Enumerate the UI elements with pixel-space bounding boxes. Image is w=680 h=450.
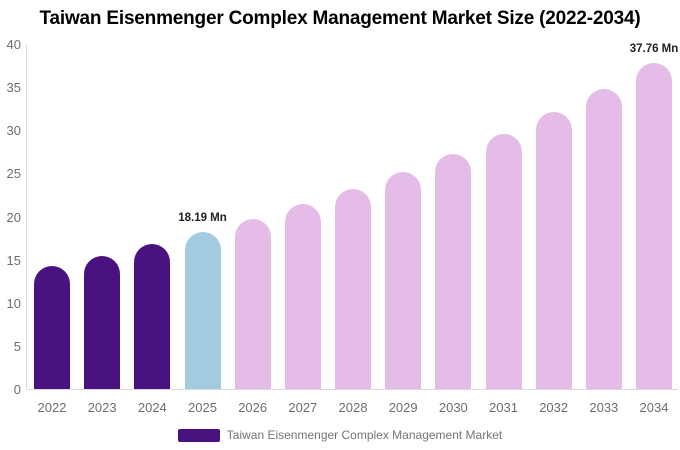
- legend[interactable]: Taiwan Eisenmenger Complex Management Ma…: [0, 428, 680, 442]
- bar-2026[interactable]: [234, 218, 271, 389]
- y-tick-25: 25: [6, 166, 21, 182]
- legend-label: Taiwan Eisenmenger Complex Management Ma…: [226, 428, 503, 442]
- y-tick-30: 30: [6, 123, 21, 139]
- bar-2023[interactable]: [84, 255, 121, 389]
- x-tick-2030: 2030: [438, 400, 468, 415]
- bar-2029[interactable]: [385, 171, 422, 389]
- chart-title: Taiwan Eisenmenger Complex Management Ma…: [39, 8, 641, 29]
- value-label-2025: 18.19 Mn: [178, 212, 227, 225]
- x-tick-2027: 2027: [288, 400, 318, 415]
- value-label-2034: 37.76 Mn: [629, 43, 679, 56]
- bar-2034[interactable]: [636, 63, 672, 389]
- y-tick-20: 20: [6, 209, 21, 225]
- bar-2033[interactable]: [585, 88, 622, 389]
- bar-2028[interactable]: [335, 188, 371, 389]
- y-tick-5: 5: [13, 338, 21, 354]
- x-tick-2022: 2022: [37, 400, 67, 415]
- x-tick-2024: 2024: [137, 400, 167, 415]
- x-tick-2023: 2023: [87, 400, 117, 415]
- bar-2024[interactable]: [134, 244, 171, 389]
- y-axis-line: [26, 44, 27, 389]
- x-tick-2033: 2033: [589, 400, 619, 415]
- x-tick-2032: 2032: [539, 400, 569, 415]
- bar-2031[interactable]: [485, 133, 522, 389]
- bar-2027[interactable]: [284, 204, 321, 389]
- x-tick-2029: 2029: [388, 400, 418, 415]
- bar-2032[interactable]: [535, 112, 572, 389]
- x-axis-line: [26, 389, 678, 390]
- y-tick-40: 40: [6, 37, 21, 52]
- y-tick-10: 10: [6, 295, 21, 311]
- y-tick-35: 35: [6, 80, 21, 96]
- y-tick-0: 0: [13, 382, 21, 397]
- x-tick-2026: 2026: [238, 400, 268, 415]
- x-tick-2031: 2031: [489, 400, 518, 415]
- y-tick-15: 15: [6, 252, 21, 268]
- x-tick-2025: 2025: [188, 400, 217, 415]
- bar-2025[interactable]: [184, 232, 221, 389]
- bar-2022[interactable]: [34, 266, 70, 389]
- x-tick-2028: 2028: [338, 400, 368, 415]
- legend-swatch[interactable]: [177, 428, 220, 442]
- bar-2030[interactable]: [435, 153, 472, 389]
- x-tick-2034: 2034: [639, 400, 669, 415]
